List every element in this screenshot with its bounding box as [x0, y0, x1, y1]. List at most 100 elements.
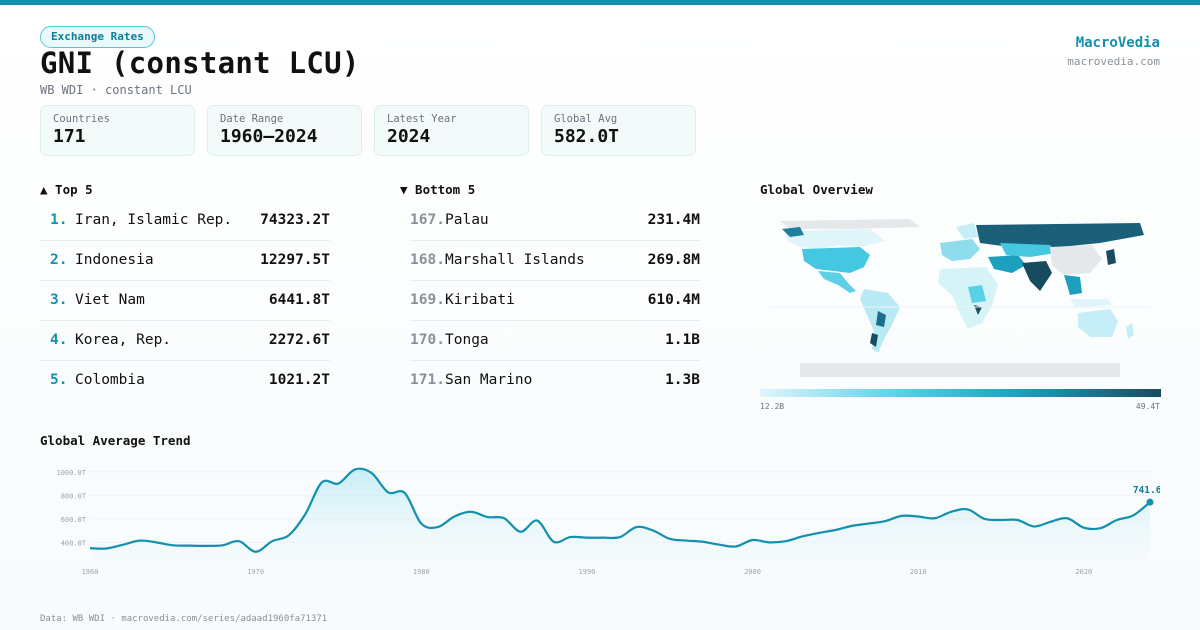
rank-number: 5. — [50, 372, 68, 388]
country-value: 1.1B — [665, 332, 700, 348]
trend-chart[interactable]: 400.0T 600.0T 800.0T 1000.0T 1960 1970 1980 199… — [40, 455, 1160, 580]
indonesia-shape — [1070, 299, 1112, 307]
rank-number: 2. — [50, 252, 68, 268]
scandinavia-shape — [956, 223, 978, 239]
rank-number: 3. — [50, 292, 68, 308]
country-name: San Marino — [445, 372, 533, 388]
antarctica-shape — [800, 363, 1120, 377]
rank-number: 170. — [410, 332, 445, 348]
list-item[interactable]: 2. Indonesia 12297.5T — [40, 241, 330, 281]
country-name: Korea, Rep. — [75, 332, 172, 348]
stat-value: 582.0T — [554, 126, 620, 147]
list-item[interactable]: 171. San Marino 1.3B — [410, 361, 700, 401]
brand: MacroVedia macrovedia.com — [1067, 35, 1160, 68]
stat-label: Countries — [53, 113, 110, 125]
stat-value: 2024 — [387, 126, 431, 147]
legend-max-label: 49.4T — [1135, 402, 1160, 411]
world-map[interactable] — [760, 203, 1161, 383]
country-name: Iran, Islamic Rep. — [75, 212, 233, 228]
rank-number: 168. — [410, 252, 445, 268]
arctic-shape — [780, 219, 920, 229]
stat-label: Latest Year — [387, 113, 457, 125]
russia-shape — [976, 223, 1144, 247]
trend-heading: Global Average Trend — [40, 433, 191, 448]
y-tick-label: 1000.0T — [56, 469, 86, 477]
bottom5-heading: ▼ Bottom 5 — [400, 182, 476, 197]
stat-value: 171 — [53, 126, 86, 147]
list-item[interactable]: 169. Kiribati 610.4M — [410, 281, 700, 321]
y-tick-label: 800.0T — [61, 492, 87, 500]
central-asia-shape — [1000, 243, 1056, 257]
y-tick-label: 600.0T — [61, 516, 87, 524]
country-value: 610.4M — [647, 292, 700, 308]
rank-number: 1. — [50, 212, 68, 228]
china-shape — [1050, 245, 1102, 275]
australia-shape — [1078, 309, 1118, 337]
list-item[interactable]: 1. Iran, Islamic Rep. 74323.2T — [40, 201, 330, 241]
top5-list: 1. Iran, Islamic Rep. 74323.2T 2. Indone… — [40, 201, 330, 401]
x-tick-label: 2010 — [910, 568, 927, 576]
trend-area — [90, 468, 1150, 560]
usa-shape — [802, 247, 870, 273]
mexico-shape — [818, 271, 856, 293]
stat-label: Global Avg — [554, 113, 618, 125]
country-value: 12297.5T — [260, 252, 330, 268]
africa-shape — [938, 267, 998, 329]
category-tag[interactable]: Exchange Rates — [40, 26, 155, 48]
chile-shape — [870, 333, 878, 347]
alaska-shape — [782, 227, 804, 237]
legend-min-label: 12.2B — [760, 402, 785, 411]
trend-end-label: 741.6T — [1133, 485, 1160, 496]
x-tick-label: 2000 — [744, 568, 761, 576]
new-zealand-shape — [1126, 323, 1134, 339]
country-name: Tonga — [445, 332, 489, 348]
list-item[interactable]: 4. Korea, Rep. 2272.6T — [40, 321, 330, 361]
country-name: Marshall Islands — [445, 252, 585, 268]
bottom5-list: 167. Palau 231.4M 168. Marshall Islands … — [410, 201, 700, 401]
brand-url[interactable]: macrovedia.com — [1067, 55, 1160, 68]
x-tick-label: 1990 — [578, 568, 595, 576]
europe-shape — [940, 239, 980, 261]
x-tick-label: 1980 — [413, 568, 430, 576]
x-tick-label: 1970 — [247, 568, 264, 576]
y-tick-label: 400.0T — [61, 539, 87, 547]
trend-line — [89, 467, 1151, 553]
x-tick-label: 2020 — [1075, 568, 1092, 576]
trend-end-point — [1146, 498, 1154, 506]
list-item[interactable]: 167. Palau 231.4M — [410, 201, 700, 241]
canada-shape — [785, 229, 885, 249]
brand-name[interactable]: MacroVedia — [1075, 35, 1160, 51]
rank-number: 169. — [410, 292, 445, 308]
country-name: Viet Nam — [75, 292, 145, 308]
list-item[interactable]: 168. Marshall Islands 269.8M — [410, 241, 700, 281]
list-item[interactable]: 170. Tonga 1.1B — [410, 321, 700, 361]
stat-latest-year: Latest Year 2024 — [374, 105, 529, 156]
country-name: Palau — [445, 212, 489, 228]
top5-heading: ▲ Top 5 — [40, 182, 93, 197]
country-value: 1021.2T — [268, 372, 330, 388]
list-item[interactable]: 5. Colombia 1021.2T — [40, 361, 330, 401]
country-value: 2272.6T — [268, 332, 330, 348]
rank-number: 167. — [410, 212, 445, 228]
list-item[interactable]: 3. Viet Nam 6441.8T — [40, 281, 330, 321]
country-value: 231.4M — [647, 212, 700, 228]
stat-global-avg: Global Avg 582.0T — [541, 105, 696, 156]
india-shape — [1022, 261, 1052, 291]
footer-source: Data: WB WDI · macrovedia.com/series/ada… — [40, 614, 328, 624]
stat-date-range: Date Range 1960–2024 — [207, 105, 362, 156]
stat-label: Date Range — [220, 113, 284, 125]
rank-number: 171. — [410, 372, 445, 388]
country-name: Colombia — [75, 372, 145, 388]
country-value: 269.8M — [647, 252, 700, 268]
world-map-svg — [770, 219, 1150, 377]
map-legend-gradient — [760, 389, 1161, 397]
middle-east-shape — [988, 255, 1026, 273]
stat-value: 1960–2024 — [220, 126, 318, 147]
country-name: Indonesia — [75, 252, 154, 268]
top-accent-bar — [0, 0, 1200, 5]
x-tick-label: 1960 — [82, 568, 99, 576]
stat-countries: Countries 171 — [40, 105, 195, 156]
africa-mid-shape — [968, 285, 986, 303]
country-value: 6441.8T — [268, 292, 330, 308]
rank-number: 4. — [50, 332, 68, 348]
